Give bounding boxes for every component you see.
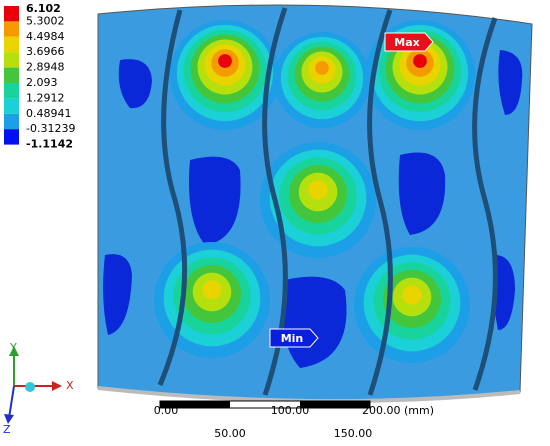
cold-patch — [398, 152, 446, 235]
axis-label: X — [66, 379, 74, 392]
legend-swatch — [4, 113, 19, 130]
contour-band — [202, 280, 222, 300]
legend-value: 3.6966 — [26, 45, 65, 58]
max-probe: Max — [384, 32, 434, 52]
axis-label: Y — [9, 341, 17, 354]
triad: Y X Z — [3, 341, 74, 436]
legend-value: 5.3002 — [26, 14, 65, 27]
max-label: Max — [394, 36, 419, 49]
cold-patch — [498, 50, 523, 115]
scale-label: 200.00 (mm) — [362, 404, 434, 417]
cold-patch — [189, 156, 241, 245]
scale-bar: 0.00 100.00 200.00 (mm) 50.00 150.00 — [154, 400, 434, 440]
contour-band — [402, 285, 422, 305]
contour-band — [413, 54, 427, 68]
legend-value: 2.8948 — [26, 61, 65, 74]
contour-band — [218, 54, 232, 68]
contour-band — [308, 180, 328, 200]
legend-swatch — [4, 21, 19, 37]
scale-label: 100.00 — [271, 404, 310, 417]
legend-value: 6.102 — [26, 2, 61, 15]
legend-value: -1.1142 — [26, 138, 73, 151]
blades — [157, 7, 498, 396]
scale-label: 0.00 — [154, 404, 179, 417]
axis-label: Z — [3, 423, 11, 436]
legend-value: 1.2912 — [26, 91, 65, 104]
contour-band — [315, 61, 329, 75]
legend-value: -0.31239 — [26, 122, 75, 135]
legend-swatch — [4, 67, 19, 83]
scale-label: 150.00 — [334, 427, 373, 440]
scale-label: 50.00 — [214, 427, 246, 440]
legend-swatch — [4, 52, 19, 68]
cold-patch — [118, 59, 152, 109]
legend-swatch — [4, 36, 19, 53]
cold-patch — [493, 255, 515, 330]
legend-value: 0.48941 — [26, 107, 72, 120]
legend-swatch — [4, 129, 19, 145]
legend-swatch — [4, 83, 19, 99]
legend-value: 4.4984 — [26, 30, 65, 43]
min-probe: Min — [269, 328, 319, 348]
cold-patch — [103, 254, 132, 335]
contours — [103, 20, 523, 368]
model — [97, 4, 533, 404]
legend-value: 2.093 — [26, 76, 58, 89]
legend-swatch — [4, 6, 19, 22]
min-label: Min — [281, 332, 304, 345]
legend-swatch — [4, 98, 19, 114]
